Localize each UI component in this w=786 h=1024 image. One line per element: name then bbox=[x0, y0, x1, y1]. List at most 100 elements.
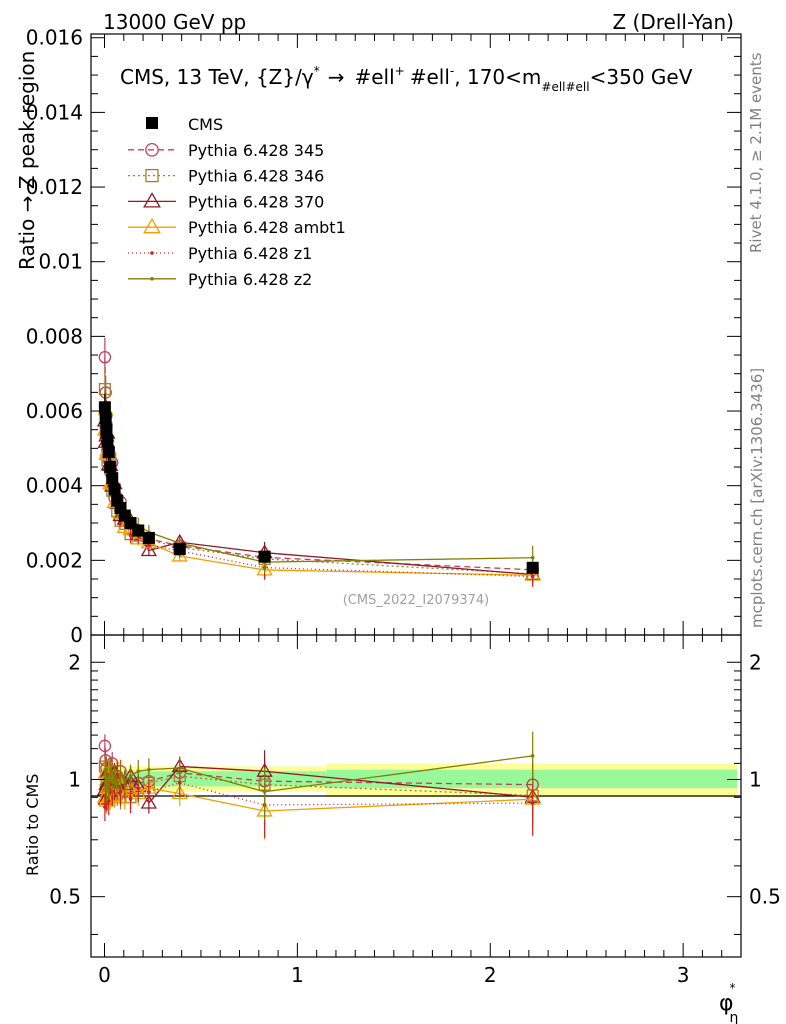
series-2-main-point bbox=[140, 542, 158, 557]
legend-marker-3 bbox=[143, 217, 161, 234]
cms-data-point bbox=[98, 401, 111, 414]
ratio-plot-frame bbox=[90, 634, 742, 958]
main-y-axis-label: Ratio → Z peak region bbox=[15, 51, 39, 270]
ratio-uncertainty-bands bbox=[100, 760, 738, 802]
cms-data-point bbox=[106, 472, 119, 485]
legend: CMS Pythia 6.428 345 Pythia 6.428 346 Pythi… bbox=[128, 115, 346, 289]
cms-data-point bbox=[104, 461, 117, 474]
cms-data-series bbox=[98, 393, 539, 574]
series-4-ratio-point bbox=[128, 797, 133, 801]
series-5-main-point bbox=[530, 555, 535, 560]
ratio-plot-panel: 0.5 0.5 1 1 2 2 0 1 2 3 bbox=[49, 634, 781, 987]
cms-data-point bbox=[99, 412, 112, 425]
series-5-ratio-point bbox=[103, 767, 108, 772]
series-5-ratio-point bbox=[108, 767, 113, 772]
series-4-main-point bbox=[530, 574, 535, 579]
ratio-y-tick-label: 0.5 bbox=[49, 885, 81, 909]
title-plus: + bbox=[395, 64, 405, 78]
cms-data-point bbox=[173, 543, 186, 556]
legend-label-0: Pythia 6.428 345 bbox=[188, 141, 324, 160]
legend-marker-5 bbox=[150, 277, 154, 281]
series-3-ratio-point bbox=[171, 785, 188, 800]
series-3-main-line bbox=[104, 409, 533, 576]
title-minus: - bbox=[450, 64, 454, 78]
x-axis-label-sub: η bbox=[730, 1010, 739, 1024]
series-5-ratio-point bbox=[136, 769, 141, 774]
rivet-version-label: Rivet 4.1.0, ≥ 2.1M events bbox=[747, 52, 765, 253]
ratio-y-tick-label-right: 1 bbox=[749, 767, 762, 791]
main-y-tick-label: 0.004 bbox=[26, 474, 83, 498]
series-4-ratio-point bbox=[115, 772, 120, 777]
legend-marker-2 bbox=[143, 192, 161, 208]
series-5-ratio-point bbox=[177, 766, 182, 770]
legend-label-1: Pythia 6.428 346 bbox=[188, 167, 324, 186]
legend-label-4: Pythia 6.428 z1 bbox=[188, 244, 312, 263]
series-4-ratio-point bbox=[136, 786, 141, 790]
series-5-ratio-point bbox=[110, 779, 115, 783]
title-part-a: CMS, 13 TeV, {Z}/ bbox=[120, 65, 302, 89]
series-5-ratio-point bbox=[112, 774, 117, 778]
series-2-main bbox=[96, 408, 541, 583]
ratio-x-tick-label: 0 bbox=[98, 963, 111, 987]
main-y-tick-label: 0.006 bbox=[26, 399, 83, 423]
series-5-ratio bbox=[103, 731, 535, 821]
cms-data-point bbox=[526, 561, 539, 574]
main-series-group bbox=[96, 337, 541, 587]
series-5-ratio-point bbox=[106, 784, 111, 789]
main-x-ticks bbox=[104, 34, 723, 635]
series-5-ratio-point bbox=[122, 779, 127, 783]
ratio-y-tick-label-right: 0.5 bbox=[749, 885, 781, 909]
cms-data-point bbox=[142, 531, 155, 544]
cms-data-point bbox=[102, 446, 115, 459]
series-3-main bbox=[96, 394, 541, 585]
mcplots-label: mcplots.cern.ch [arXiv:1306.3436] bbox=[748, 368, 766, 628]
ratio-x-tick-label: 1 bbox=[291, 963, 304, 987]
series-3-ratio-point bbox=[116, 788, 133, 803]
ratio-x-ticks: 0 1 2 3 bbox=[98, 635, 723, 987]
legend-label-2: Pythia 6.428 370 bbox=[188, 192, 324, 211]
series-0-main-point bbox=[98, 350, 112, 364]
series-0-main-line bbox=[104, 357, 533, 571]
legend-label-cms: CMS bbox=[188, 115, 223, 134]
title-part-e: <350 GeV bbox=[590, 65, 693, 89]
title-gamma: γ bbox=[302, 65, 314, 89]
series-4-ratio-point bbox=[177, 781, 182, 785]
main-y-tick-label: 0 bbox=[70, 623, 83, 647]
main-y-tick-label: 0.008 bbox=[26, 324, 83, 348]
ratio-y-tick-label-right: 2 bbox=[749, 650, 762, 674]
title-subscript: #ell#ell bbox=[541, 80, 589, 94]
cms-data-point bbox=[100, 423, 113, 436]
ratio-y-tick-label: 2 bbox=[68, 650, 81, 674]
header-left-label: 13000 GeV pp bbox=[103, 10, 246, 34]
series-4-main-line bbox=[104, 424, 533, 578]
series-3-main-point bbox=[130, 530, 147, 545]
legend-marker-4 bbox=[150, 251, 154, 255]
x-axis-label-main: φ bbox=[719, 991, 734, 1016]
series-5-ratio-point bbox=[128, 774, 133, 778]
cms-data-point bbox=[101, 434, 114, 447]
series-5-main-line bbox=[104, 405, 533, 563]
main-plot-panel: 0 0.002 0.004 0.006 0.008 0.01 0.012 0.014 0.016… bbox=[26, 26, 742, 647]
x-axis-label-sup: * bbox=[730, 981, 736, 995]
ratio-y-ticks: 0.5 0.5 1 1 2 2 bbox=[49, 650, 781, 935]
main-y-ticks: 0 0.002 0.004 0.006 0.008 0.01 0.012 0.014 0.016 bbox=[26, 26, 741, 647]
x-axis-label: φ* η bbox=[719, 981, 738, 1024]
title-part-c: #ell bbox=[410, 65, 450, 89]
series-1-main-line bbox=[104, 389, 533, 575]
series-5-ratio-point bbox=[118, 772, 123, 777]
legend-marker-cms bbox=[146, 117, 158, 129]
title-part-b: #ell bbox=[354, 65, 394, 89]
ratio-x-tick-label: 3 bbox=[677, 963, 690, 987]
legend-label-5: Pythia 6.428 z2 bbox=[188, 270, 312, 289]
ratio-y-axis-label: Ratio to CMS bbox=[23, 774, 42, 876]
legend-label-3: Pythia 6.428 ambt1 bbox=[188, 218, 346, 237]
title-star: * bbox=[314, 64, 320, 78]
series-1-main bbox=[98, 371, 539, 584]
series-0-ratio-point bbox=[98, 739, 112, 753]
series-5-ratio-point bbox=[262, 789, 267, 794]
ratio-x-tick-label: 2 bbox=[484, 963, 497, 987]
ratio-series-group bbox=[96, 731, 541, 840]
main-y-tick-label: 0.002 bbox=[26, 548, 83, 572]
cms-data-point bbox=[132, 524, 145, 537]
